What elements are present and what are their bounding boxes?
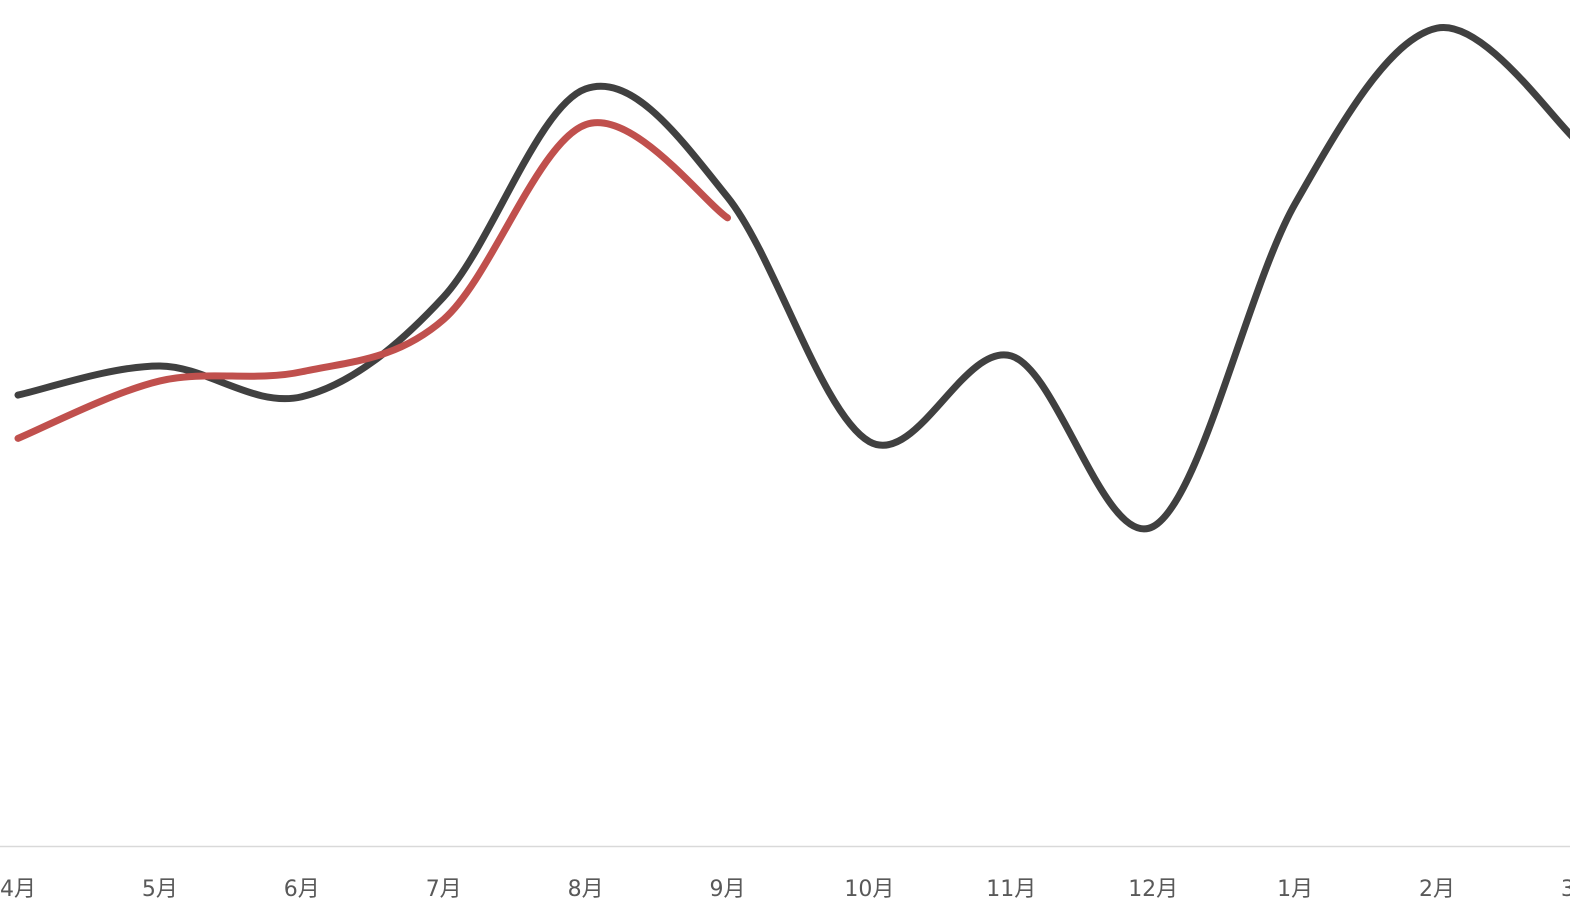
x-tick-label: 6月 <box>284 877 320 902</box>
x-tick-label: 12月 <box>1128 877 1178 902</box>
series-layer <box>14 24 1570 533</box>
series-line-1 <box>14 24 1570 533</box>
x-tick-label: 2月 <box>1419 877 1455 902</box>
x-tick-label: 4月 <box>0 877 36 902</box>
x-tick-label: 5月 <box>142 877 178 902</box>
x-tick-label: 7月 <box>426 877 462 902</box>
x-tick-label: 10月 <box>844 877 894 902</box>
x-tick-label: 9月 <box>710 877 746 902</box>
series-line-2 <box>14 119 731 442</box>
x-tick-label: 11月 <box>986 877 1036 902</box>
x-tick-label: 8月 <box>568 877 604 902</box>
x-tick-label: 1月 <box>1277 877 1313 902</box>
x-axis-tick-labels: 4月 5月 6月 7月 8月 9月 10月 11月 12月 1月 2月 3月 <box>0 877 1570 902</box>
x-tick-label: 3月 <box>1561 877 1570 902</box>
